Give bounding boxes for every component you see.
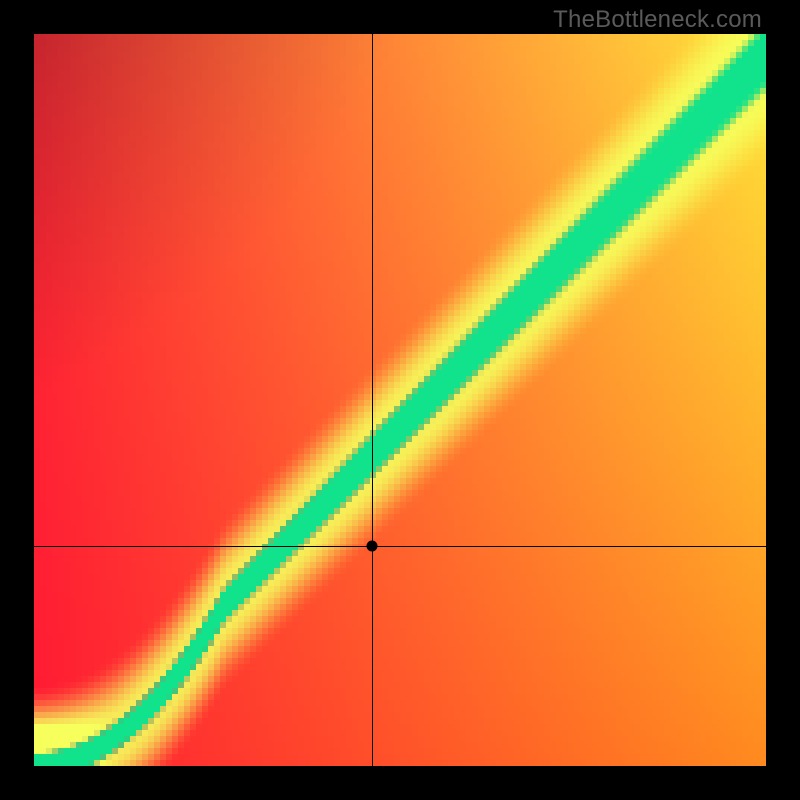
crosshair-vertical — [372, 34, 373, 766]
crosshair-horizontal — [34, 546, 766, 547]
data-point-marker — [367, 541, 378, 552]
plot-area — [34, 34, 766, 766]
watermark-text: TheBottleneck.com — [553, 6, 762, 34]
chart-container: TheBottleneck.com — [0, 0, 800, 800]
heatmap-canvas — [34, 34, 766, 766]
